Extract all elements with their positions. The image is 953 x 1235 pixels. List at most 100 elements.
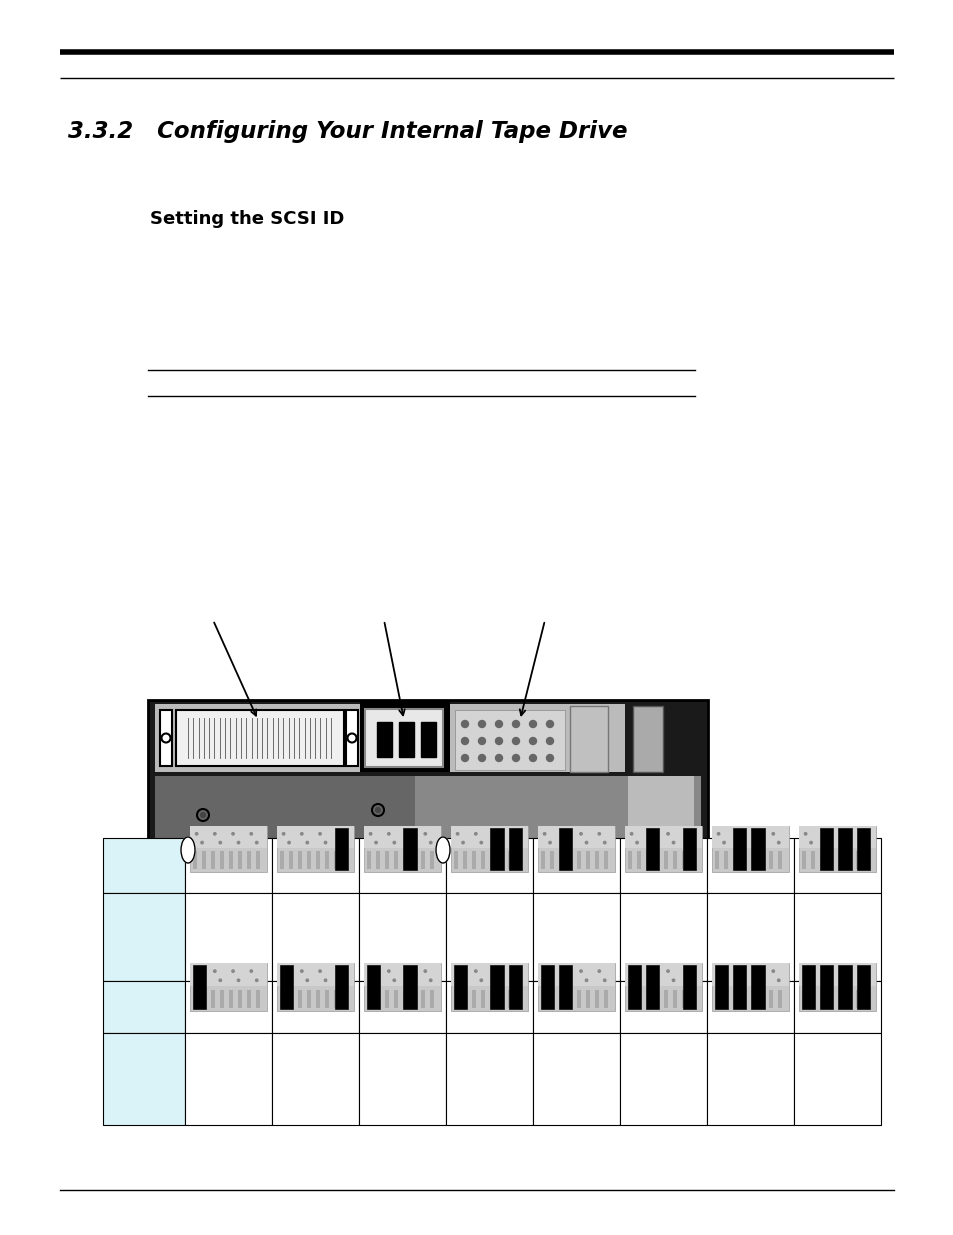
Bar: [148, 700, 707, 881]
Circle shape: [219, 979, 221, 982]
Bar: [663, 989, 667, 1008]
Bar: [712, 963, 788, 1011]
Circle shape: [456, 832, 458, 835]
Bar: [185, 893, 272, 981]
Circle shape: [603, 841, 605, 844]
Bar: [394, 851, 397, 869]
Bar: [358, 839, 446, 893]
Bar: [446, 893, 533, 981]
Circle shape: [666, 969, 669, 972]
Bar: [342, 851, 346, 869]
Bar: [540, 851, 544, 869]
Bar: [335, 965, 348, 1009]
Circle shape: [512, 720, 519, 727]
Bar: [733, 829, 745, 869]
Circle shape: [250, 969, 253, 972]
Bar: [799, 826, 875, 872]
Circle shape: [461, 737, 468, 745]
Circle shape: [493, 969, 495, 972]
Bar: [247, 851, 251, 869]
Circle shape: [548, 979, 551, 982]
Bar: [451, 963, 527, 1011]
Circle shape: [717, 832, 720, 835]
Bar: [810, 851, 814, 869]
Circle shape: [475, 832, 476, 835]
Bar: [507, 989, 511, 1008]
Bar: [277, 963, 354, 1011]
Circle shape: [516, 979, 518, 982]
Circle shape: [735, 969, 738, 972]
Circle shape: [511, 832, 513, 835]
Circle shape: [495, 737, 502, 745]
Bar: [364, 963, 440, 1011]
Bar: [793, 981, 880, 1032]
Bar: [358, 893, 446, 981]
Bar: [751, 965, 763, 1009]
Circle shape: [803, 832, 806, 835]
Bar: [706, 981, 793, 1032]
Bar: [498, 851, 502, 869]
Circle shape: [336, 969, 339, 972]
Circle shape: [318, 969, 321, 972]
Bar: [627, 776, 693, 845]
Bar: [537, 826, 614, 872]
Bar: [750, 851, 754, 869]
Circle shape: [546, 720, 553, 727]
Bar: [558, 851, 562, 869]
Bar: [103, 893, 185, 981]
Bar: [682, 965, 695, 1009]
Bar: [846, 989, 850, 1008]
Circle shape: [684, 969, 687, 972]
Circle shape: [424, 832, 426, 835]
Bar: [277, 963, 354, 986]
Bar: [810, 989, 814, 1008]
Bar: [185, 1032, 272, 1125]
Circle shape: [777, 979, 780, 982]
Circle shape: [324, 841, 326, 844]
Bar: [517, 989, 520, 1008]
Circle shape: [543, 969, 545, 972]
Circle shape: [306, 979, 308, 982]
Bar: [777, 851, 781, 869]
Bar: [706, 1032, 793, 1125]
Bar: [455, 710, 564, 769]
Bar: [201, 851, 206, 869]
Bar: [799, 963, 875, 1011]
Bar: [462, 989, 466, 1008]
Bar: [819, 989, 822, 1008]
Circle shape: [603, 979, 605, 982]
Bar: [838, 965, 851, 1009]
Bar: [837, 989, 841, 1008]
Bar: [603, 851, 607, 869]
Bar: [627, 965, 640, 1009]
Circle shape: [529, 737, 536, 745]
Bar: [537, 963, 614, 1011]
Bar: [636, 989, 640, 1008]
Bar: [364, 826, 440, 872]
Bar: [272, 893, 358, 981]
Bar: [533, 893, 619, 981]
Bar: [229, 989, 233, 1008]
Bar: [154, 704, 624, 772]
Circle shape: [475, 969, 476, 972]
Bar: [856, 965, 869, 1009]
Bar: [480, 989, 484, 1008]
Bar: [751, 829, 763, 869]
Bar: [154, 776, 700, 881]
Circle shape: [803, 969, 806, 972]
Circle shape: [411, 841, 414, 844]
Circle shape: [859, 832, 861, 835]
Circle shape: [827, 979, 830, 982]
Bar: [627, 851, 631, 869]
Bar: [342, 989, 346, 1008]
Bar: [714, 965, 727, 1009]
Circle shape: [393, 841, 395, 844]
Circle shape: [690, 979, 692, 982]
Bar: [219, 989, 224, 1008]
Bar: [446, 981, 533, 1032]
Circle shape: [630, 832, 632, 835]
Bar: [229, 851, 233, 869]
Bar: [490, 965, 503, 1009]
Circle shape: [630, 969, 632, 972]
Bar: [451, 826, 527, 872]
